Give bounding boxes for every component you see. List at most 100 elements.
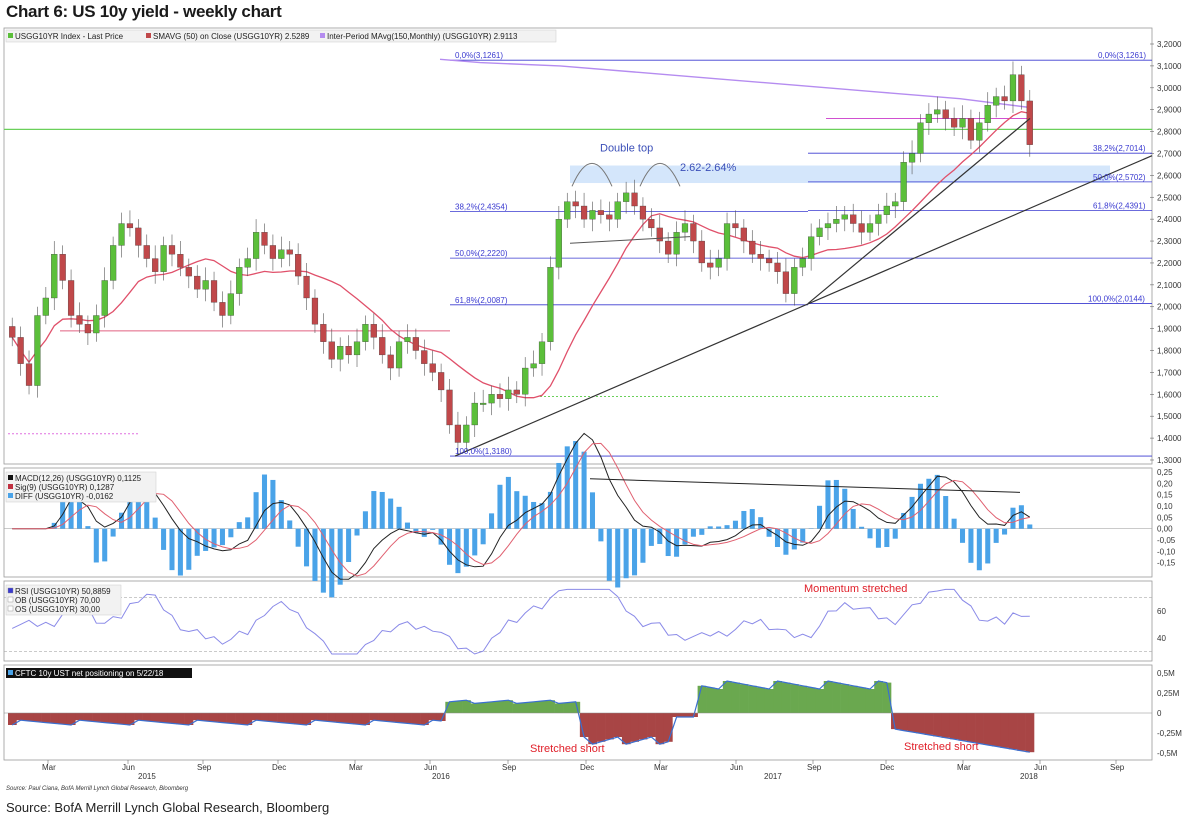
pos-bar-short (24, 713, 34, 721)
candle-down (185, 267, 192, 277)
price-y-tick: 2,9000 (1157, 106, 1182, 115)
pos-bar-long (848, 685, 858, 713)
candle-down (429, 363, 436, 373)
rsi-line (11, 588, 1030, 655)
candle-down (303, 275, 310, 299)
candle-down (286, 249, 293, 255)
macd-hist-bar (430, 528, 436, 530)
pos-bar-long (781, 682, 791, 713)
candle-up (883, 205, 890, 215)
macd-y-tick: 0,20 (1157, 479, 1173, 488)
pos-bar-long (823, 681, 833, 713)
candle-up (866, 223, 874, 233)
x-tick: Dec (272, 763, 286, 772)
price-y-tick: 1,8000 (1157, 347, 1182, 356)
ma150-line (439, 58, 1031, 109)
candle-up (900, 162, 907, 202)
macd-hist-bar (396, 506, 402, 529)
candle-down (9, 326, 16, 338)
candle-up (892, 201, 899, 207)
pos-bar-short (621, 713, 631, 745)
pos-bar-short (630, 713, 640, 742)
macd-hist-bar (774, 528, 781, 547)
x-tick: Sep (1110, 763, 1125, 772)
macd-hist-bar (833, 479, 839, 529)
pos-bar-short (176, 713, 185, 725)
candle-down (67, 280, 75, 316)
candle-down (1026, 100, 1033, 145)
chart-title: Chart 6: US 10y yield - weekly chart (6, 2, 282, 21)
candle-up (833, 219, 840, 224)
price-panel-frame (3, 27, 1153, 465)
fib-label-left: 0,0%(3,1261) (455, 51, 503, 60)
x-year: 2016 (432, 772, 450, 781)
pos-bar-short (891, 713, 900, 730)
macd-hist-bar (934, 474, 940, 529)
fib-label: 61,8%(2,0087) (455, 296, 508, 305)
candle-down (219, 302, 226, 316)
macd-hist-bar (985, 528, 991, 564)
candle-down (17, 337, 24, 364)
pos-bar-long (874, 681, 883, 713)
macd-hist-bar (228, 528, 234, 538)
macd-hist-bar (371, 491, 377, 529)
macd-hist-bar (379, 491, 385, 529)
pos-legend-box (6, 668, 192, 678)
pos-bar-short (41, 713, 51, 723)
macd-hist-bar (674, 528, 680, 557)
pos-bar-long (815, 689, 825, 713)
macd-hist-bar (320, 528, 326, 593)
pos-bar-short (1017, 713, 1026, 751)
candle-up (808, 236, 815, 259)
legend-swatch (8, 484, 13, 489)
footnote: Source: Paul Ciana, BofA Merrill Lynch G… (6, 786, 189, 792)
price-y-tick: 1,9000 (1157, 325, 1182, 334)
macd-legend-item: MACD(12,26) (USGG10YR) 0,1125 (15, 474, 142, 483)
macd-hist-bar (917, 483, 923, 529)
pos-bar-short (235, 713, 244, 725)
price-legend-item: SMAVG (50) on Close (USGG10YR) 2.5289 (153, 32, 310, 41)
macd-hist-bar (800, 528, 806, 543)
pos-bar-short (638, 713, 648, 740)
candle-down (135, 227, 142, 246)
candle-up (875, 214, 882, 224)
pos-bar-short (613, 713, 623, 737)
x-tick: Mar (654, 763, 668, 772)
macd-divergence-line (589, 478, 1021, 493)
pos-bar-short (352, 713, 362, 725)
candle-up (723, 223, 731, 259)
pos-y-tick: -0,5M (1157, 749, 1178, 758)
candle-down (698, 240, 705, 264)
price-y-tick: 1,6000 (1157, 390, 1182, 399)
pos-bar-short (579, 713, 589, 737)
pos-bar-short (386, 713, 396, 722)
price-y-tick: 2,8000 (1157, 128, 1182, 137)
macd-hist-bar (455, 528, 461, 574)
macd-hist-bar (606, 528, 612, 581)
pos-bar-short (184, 713, 194, 725)
macd-hist-bar (976, 528, 982, 571)
pos-bar-short (335, 713, 345, 723)
macd-hist-bar (589, 492, 596, 529)
candle-down (370, 324, 377, 338)
sma50-line (11, 111, 1030, 399)
macd-hist-bar (497, 484, 503, 529)
macd-hist-bar (732, 520, 738, 529)
price-y-tick: 2,2000 (1157, 259, 1182, 268)
candle-up (984, 105, 991, 123)
macd-hist-bar (1010, 507, 1016, 529)
rsi-panel-frame (3, 580, 1153, 662)
candle-up (463, 424, 470, 443)
macd-hist-bar (346, 528, 352, 563)
candle-up (42, 297, 49, 316)
legend-swatch (7, 587, 14, 594)
pos-bar-long (487, 701, 497, 713)
pos-bar-long (722, 681, 732, 713)
macd-hist-bar (758, 517, 764, 529)
pos-bar-short (277, 713, 286, 723)
candle-up (278, 249, 285, 259)
price-y-tick: 2,3000 (1157, 237, 1182, 246)
macd-hist-bar (690, 528, 696, 537)
rsi-legend-item: RSI (USGG10YR) 50,8859 (15, 587, 111, 596)
pos-bar-long (470, 703, 480, 713)
